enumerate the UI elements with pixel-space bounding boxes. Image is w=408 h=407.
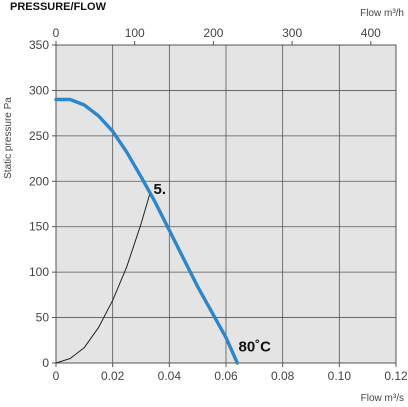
x-tick-label: 0.10 bbox=[328, 369, 352, 383]
x-tick-label: 0.12 bbox=[384, 369, 408, 383]
temperature-label: 80˚C bbox=[239, 338, 272, 355]
x-tick-label: 0.08 bbox=[271, 369, 295, 383]
y-tick-label: 100 bbox=[29, 265, 49, 279]
y-tick-label: 150 bbox=[29, 220, 49, 234]
y-tick-label: 350 bbox=[29, 38, 49, 52]
y-tick-label: 0 bbox=[42, 356, 49, 370]
x2-tick-label: 300 bbox=[282, 26, 302, 40]
x2-tick-label: 200 bbox=[203, 26, 223, 40]
y-tick-label: 200 bbox=[29, 174, 49, 188]
x-axis-title: Flow m³/s bbox=[361, 393, 404, 404]
system-curve-line bbox=[55, 194, 150, 364]
x-tick-label: 0 bbox=[53, 369, 60, 383]
plot-frame bbox=[55, 44, 397, 364]
chart-title: PRESSURE/FLOW bbox=[10, 1, 107, 13]
x-tick-label: 0.06 bbox=[214, 369, 238, 383]
fan-curve-line bbox=[54, 97, 239, 365]
y-tick-label: 300 bbox=[29, 83, 49, 97]
x2-axis-title: Flow m³/h bbox=[360, 8, 404, 19]
x2-tick-label: 400 bbox=[361, 26, 381, 40]
x-tick-label: 0.04 bbox=[158, 369, 182, 383]
x2-tick-label: 0 bbox=[53, 26, 60, 40]
y-tick-label: 50 bbox=[36, 311, 50, 325]
x-tick-label: 0.02 bbox=[101, 369, 125, 383]
operating-point-label: 5. bbox=[154, 181, 167, 198]
x2-tick-label: 100 bbox=[125, 26, 145, 40]
y-axis-title: Static pressure Pa bbox=[3, 97, 14, 179]
y-tick-label: 250 bbox=[29, 129, 49, 143]
